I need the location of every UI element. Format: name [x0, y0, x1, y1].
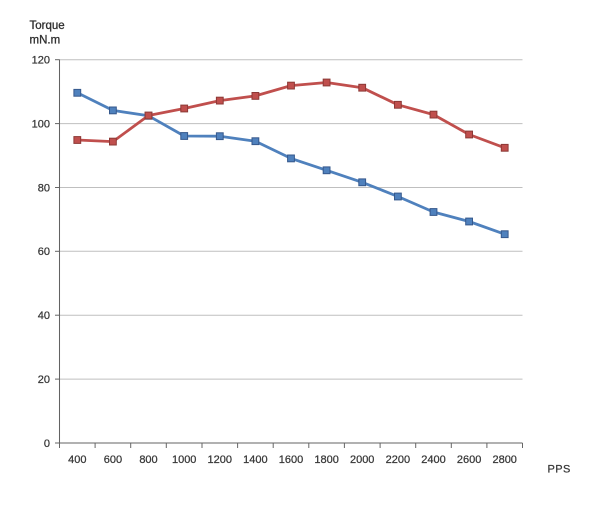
- svg-text:40: 40: [38, 310, 50, 322]
- svg-text:80: 80: [38, 182, 50, 194]
- svg-text:600: 600: [104, 454, 122, 466]
- svg-text:2800: 2800: [492, 454, 516, 466]
- svg-text:PPS: PPS: [548, 464, 571, 476]
- svg-text:1000: 1000: [172, 454, 196, 466]
- svg-text:1800: 1800: [314, 454, 338, 466]
- svg-text:1200: 1200: [208, 454, 232, 466]
- svg-text:1400: 1400: [243, 454, 267, 466]
- svg-text:100: 100: [32, 118, 50, 130]
- svg-text:Torque: Torque: [30, 20, 65, 32]
- svg-text:400: 400: [68, 454, 86, 466]
- svg-text:mN.m: mN.m: [30, 35, 61, 47]
- svg-text:0: 0: [44, 438, 50, 450]
- svg-text:2200: 2200: [386, 454, 410, 466]
- svg-text:1600: 1600: [279, 454, 303, 466]
- svg-text:2000: 2000: [350, 454, 374, 466]
- svg-text:60: 60: [38, 246, 50, 258]
- svg-text:800: 800: [139, 454, 157, 466]
- svg-text:2600: 2600: [457, 454, 481, 466]
- svg-text:2400: 2400: [421, 454, 445, 466]
- svg-text:120: 120: [32, 55, 50, 67]
- svg-text:20: 20: [38, 374, 50, 386]
